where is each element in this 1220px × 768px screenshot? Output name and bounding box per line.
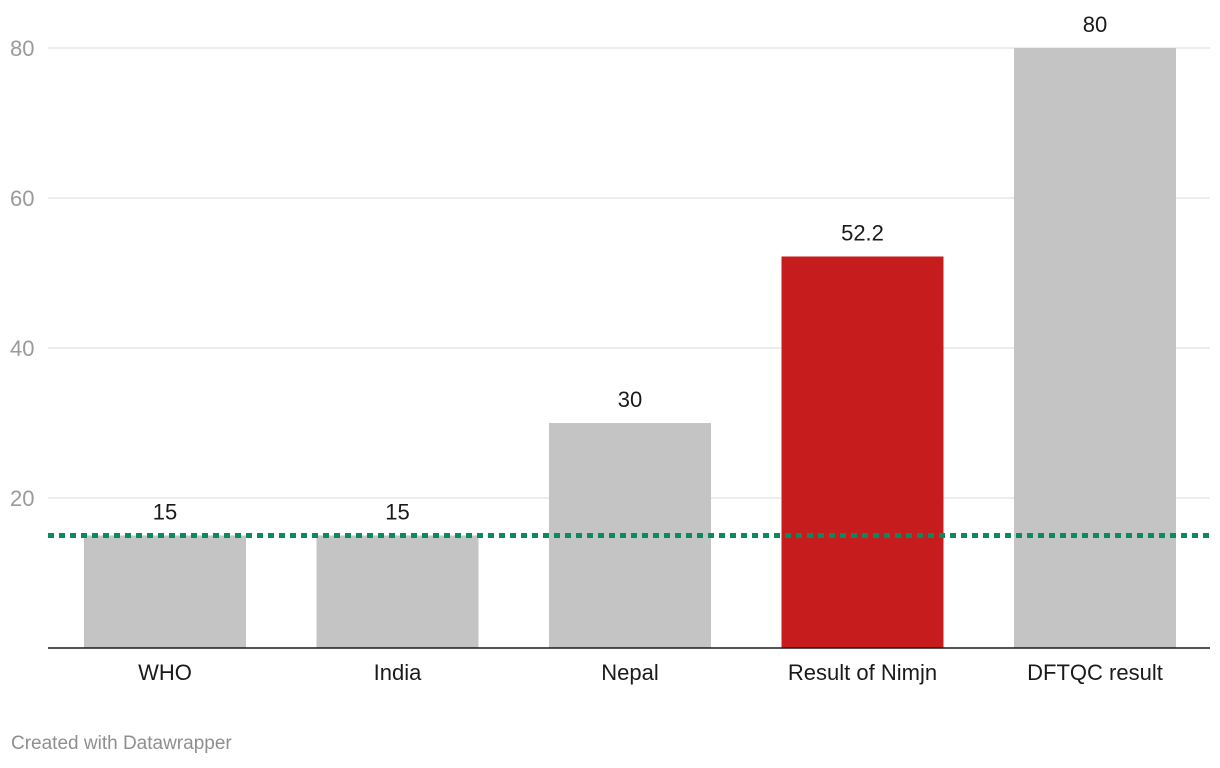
value-label: 52.2 — [841, 221, 884, 246]
bar — [781, 256, 944, 648]
category-label: Nepal — [601, 660, 658, 685]
y-tick-label: 40 — [10, 336, 34, 361]
category-label: DFTQC result — [1027, 660, 1163, 685]
value-label: 15 — [385, 500, 409, 525]
value-label: 15 — [153, 500, 177, 525]
y-tick-label: 60 — [10, 186, 34, 211]
bars — [84, 48, 1176, 648]
labels: 20 40 60 80 15 WHO 15 India 30 Nepal 52.2 Result of… — [10, 12, 1163, 685]
value-label: 30 — [618, 387, 642, 412]
value-label: 80 — [1083, 12, 1107, 37]
y-tick-label: 80 — [10, 36, 34, 61]
category-label: India — [374, 660, 422, 685]
bar — [1014, 48, 1176, 648]
y-tick-label: 20 — [10, 486, 34, 511]
category-label: WHO — [138, 660, 192, 685]
category-label: Result of Nimjn — [788, 660, 937, 685]
bar — [316, 535, 479, 648]
bar — [84, 535, 246, 648]
datawrapper-credit: Created with Datawrapper — [11, 733, 232, 754]
